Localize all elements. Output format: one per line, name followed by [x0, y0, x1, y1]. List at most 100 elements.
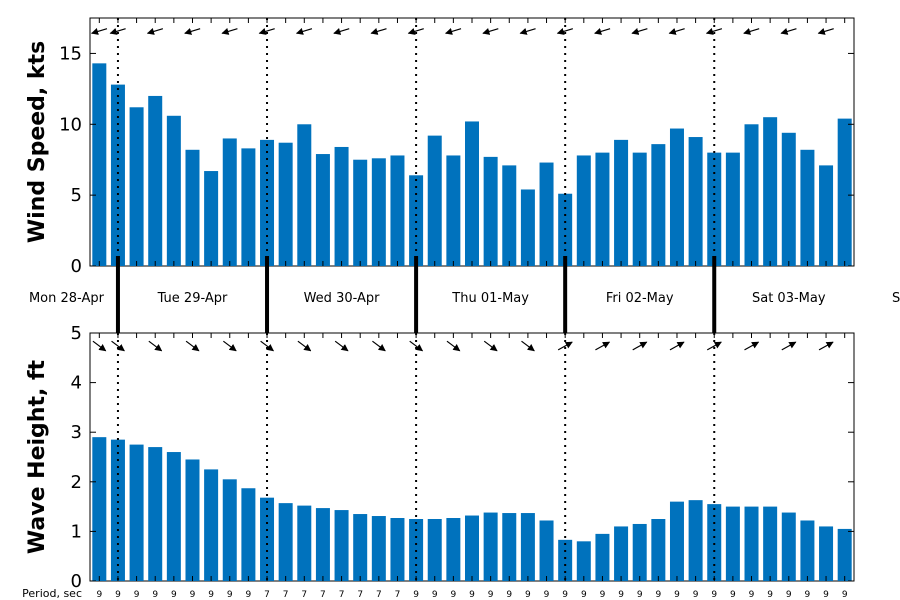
- wave-height-bar: [614, 526, 629, 581]
- wind-direction-arrow: [631, 27, 648, 35]
- wave-height-bar: [725, 506, 740, 581]
- wind-direction-arrow: [333, 27, 350, 35]
- period-value: 9: [134, 590, 140, 600]
- wave-height-bar: [651, 519, 666, 581]
- y-tick-label: 15: [59, 43, 82, 64]
- wave-direction-arrow: [632, 341, 648, 351]
- wave-height-bar: [595, 533, 610, 581]
- wave-direction-arrow: [483, 340, 498, 352]
- wind-speed-bar: [707, 152, 722, 266]
- wave-height-bar: [371, 516, 386, 581]
- wave-height-bar: [297, 505, 312, 581]
- wave-height-bar: [744, 506, 759, 581]
- period-value: 9: [693, 590, 699, 600]
- y-tick-label: 3: [71, 422, 82, 443]
- period-value: 7: [339, 590, 345, 600]
- period-value: 7: [301, 590, 307, 600]
- wind-speed-bar: [297, 124, 312, 267]
- wave-height-bar: [688, 500, 703, 581]
- wave-direction-arrow: [446, 340, 461, 352]
- wave-height-bar: [465, 515, 479, 581]
- day-label: Fri 02-May: [606, 291, 674, 306]
- period-value: 9: [805, 590, 811, 600]
- period-value: 9: [637, 590, 643, 600]
- period-value: 9: [432, 590, 438, 600]
- period-value: 9: [749, 590, 755, 600]
- wind-speed-bar: [166, 115, 181, 266]
- period-value: 9: [171, 590, 177, 600]
- wind-direction-arrow: [817, 27, 834, 35]
- y-tick-label: 5: [71, 185, 82, 206]
- wind-direction-arrow: [370, 27, 387, 35]
- wind-direction-arrow: [184, 27, 201, 35]
- period-value: 9: [246, 590, 252, 600]
- wave-direction-arrow: [744, 341, 760, 351]
- wind-speed-bar: [278, 142, 293, 266]
- period-value: 7: [264, 590, 270, 600]
- wave-direction-arrow: [781, 341, 797, 351]
- wave-height-bar: [781, 512, 796, 581]
- wind-direction-arrow: [780, 27, 797, 35]
- wave-height-bar: [800, 520, 815, 581]
- wind-speed-bar: [260, 139, 275, 266]
- wave-height-bar: [539, 520, 554, 581]
- wave-direction-arrow: [557, 341, 573, 351]
- wave-height-bar: [260, 497, 275, 581]
- period-value: 9: [730, 590, 736, 600]
- wave-height-bar: [390, 518, 405, 581]
- wave-height-bar: [707, 504, 722, 581]
- day-label: Sun: [892, 291, 900, 306]
- wave-height-y-axis: 0 1 2 3 4 5: [71, 323, 854, 592]
- wave-height-bar: [166, 452, 181, 581]
- period-value: 9: [786, 590, 792, 600]
- wind-direction-arrow: [295, 27, 313, 35]
- period-value: 9: [767, 590, 773, 600]
- period-value: 9: [525, 590, 531, 600]
- period-value: 9: [450, 590, 456, 600]
- period-value: 9: [674, 590, 680, 600]
- wave-direction-arrow: [706, 341, 722, 351]
- wind-direction-arrow: [445, 27, 462, 35]
- wind-direction-arrow: [90, 27, 108, 35]
- period-value: 9: [581, 590, 587, 600]
- wind-direction-arrow: [743, 27, 760, 35]
- wind-speed-bar: [409, 175, 424, 266]
- period-value: 9: [413, 590, 419, 600]
- wave-height-bar: [278, 503, 293, 581]
- wind-speed-bar: [576, 155, 591, 266]
- wave-direction-arrow: [595, 341, 611, 351]
- wind-speed-bar: [688, 137, 703, 266]
- period-value: 9: [506, 590, 512, 600]
- wave-height-bar: [502, 513, 517, 581]
- wind-speed-bar: [465, 121, 479, 266]
- wind-direction-arrow: [109, 27, 126, 35]
- wave-height-bar: [334, 510, 349, 581]
- day-label: Tue 29-Apr: [157, 291, 228, 306]
- wind-speed-bar: [744, 124, 759, 267]
- wind-speed-bar: [502, 165, 517, 266]
- wind-speed-bar: [651, 144, 666, 266]
- period-value: 9: [96, 590, 102, 600]
- wave-height-bar: [222, 479, 237, 581]
- wave-height-bar: [669, 501, 684, 581]
- wind-direction-arrow: [258, 27, 275, 35]
- period-value: 9: [190, 590, 196, 600]
- period-value: 9: [618, 590, 624, 600]
- wind-speed-bar: [222, 138, 237, 266]
- period-value: 7: [376, 590, 382, 600]
- period-value: 9: [823, 590, 829, 600]
- wind-speed-bar: [390, 155, 405, 266]
- wind-speed-bar: [483, 156, 498, 266]
- wind-speed-bar: [800, 149, 815, 266]
- wind-speed-bar: [632, 152, 647, 266]
- period-value: 9: [208, 590, 214, 600]
- period-value: 7: [283, 590, 289, 600]
- period-value: 9: [227, 590, 233, 600]
- day-label: Wed 30-Apr: [304, 291, 381, 306]
- wind-speed-bar: [371, 158, 386, 266]
- wind-speed-bar: [725, 152, 740, 266]
- wind-speed-bar: [204, 171, 219, 266]
- wind-direction-arrow: [556, 27, 574, 35]
- wind-speed-bar: [315, 154, 330, 266]
- wave-height-bar: [558, 539, 573, 581]
